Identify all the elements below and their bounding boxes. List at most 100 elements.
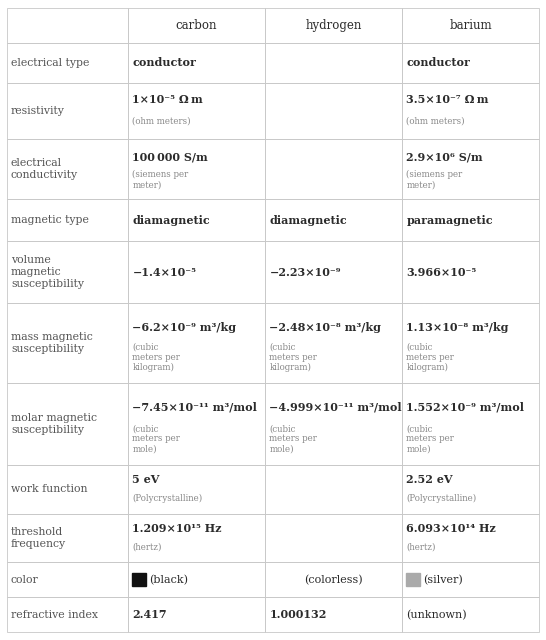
Text: (hertz): (hertz) <box>133 542 162 551</box>
Text: (hertz): (hertz) <box>406 542 436 551</box>
Text: 1.000132: 1.000132 <box>269 609 327 620</box>
Text: diamagnetic: diamagnetic <box>133 214 210 226</box>
Text: (colorless): (colorless) <box>304 575 363 585</box>
Bar <box>128 241 265 303</box>
Text: 3.5×10⁻⁷ Ω m: 3.5×10⁻⁷ Ω m <box>406 94 489 106</box>
Bar <box>402 303 539 383</box>
Text: work function: work function <box>11 484 87 494</box>
Text: 2.9×10⁶ S/m: 2.9×10⁶ S/m <box>406 151 483 163</box>
Text: conductor: conductor <box>133 58 197 68</box>
Bar <box>7 303 128 383</box>
Text: −4.999×10⁻¹¹ m³/mol: −4.999×10⁻¹¹ m³/mol <box>269 402 402 413</box>
Text: threshold
frequency: threshold frequency <box>11 527 66 549</box>
Bar <box>265 465 402 513</box>
Bar <box>7 83 128 138</box>
Bar <box>265 8 402 43</box>
Bar <box>7 513 128 562</box>
Bar <box>265 199 402 241</box>
Text: volume
magnetic
susceptibility: volume magnetic susceptibility <box>11 255 84 289</box>
Bar <box>402 383 539 465</box>
Bar <box>7 199 128 241</box>
Text: conductor: conductor <box>406 58 470 68</box>
Text: (cubic
meters per
mole): (cubic meters per mole) <box>133 424 180 453</box>
Text: 1.552×10⁻⁹ m³/mol: 1.552×10⁻⁹ m³/mol <box>406 402 524 413</box>
Text: magnetic type: magnetic type <box>11 215 89 225</box>
Bar <box>7 8 128 43</box>
Text: (ohm meters): (ohm meters) <box>133 116 191 125</box>
Text: barium: barium <box>449 19 492 32</box>
Bar <box>402 43 539 83</box>
Bar <box>128 83 265 138</box>
Bar <box>265 383 402 465</box>
Text: 1.13×10⁻⁸ m³/kg: 1.13×10⁻⁸ m³/kg <box>406 321 509 333</box>
Bar <box>128 8 265 43</box>
Bar <box>7 562 128 597</box>
Bar <box>265 241 402 303</box>
Text: 3.966×10⁻⁵: 3.966×10⁻⁵ <box>406 267 477 278</box>
Bar <box>265 513 402 562</box>
Bar <box>265 83 402 138</box>
Text: 5 eV: 5 eV <box>133 474 160 485</box>
Bar <box>406 573 420 586</box>
Bar <box>7 241 128 303</box>
Bar <box>265 138 402 199</box>
Text: (siemens per
meter): (siemens per meter) <box>406 170 462 189</box>
Bar <box>7 383 128 465</box>
Text: 6.093×10¹⁴ Hz: 6.093×10¹⁴ Hz <box>406 523 496 534</box>
Bar <box>402 138 539 199</box>
Text: (cubic
meters per
mole): (cubic meters per mole) <box>269 424 317 453</box>
Bar <box>265 597 402 632</box>
Text: (cubic
meters per
mole): (cubic meters per mole) <box>406 424 454 453</box>
Text: −2.48×10⁻⁸ m³/kg: −2.48×10⁻⁸ m³/kg <box>269 321 381 333</box>
Bar <box>128 597 265 632</box>
Text: −7.45×10⁻¹¹ m³/mol: −7.45×10⁻¹¹ m³/mol <box>133 402 257 413</box>
Bar <box>128 513 265 562</box>
Text: paramagnetic: paramagnetic <box>406 214 493 226</box>
Bar <box>7 43 128 83</box>
Text: (siemens per
meter): (siemens per meter) <box>133 170 189 189</box>
Text: 1×10⁻⁵ Ω m: 1×10⁻⁵ Ω m <box>133 94 203 106</box>
Text: 2.52 eV: 2.52 eV <box>406 474 453 485</box>
Text: (unknown): (unknown) <box>406 610 467 620</box>
Bar <box>128 303 265 383</box>
Bar <box>402 513 539 562</box>
Text: (silver): (silver) <box>423 575 462 585</box>
Text: (cubic
meters per
kilogram): (cubic meters per kilogram) <box>133 342 180 372</box>
Bar <box>402 83 539 138</box>
Bar <box>128 383 265 465</box>
Text: −6.2×10⁻⁹ m³/kg: −6.2×10⁻⁹ m³/kg <box>133 321 236 333</box>
Text: 1.209×10¹⁵ Hz: 1.209×10¹⁵ Hz <box>133 523 222 534</box>
Text: mass magnetic
susceptibility: mass magnetic susceptibility <box>11 332 93 354</box>
Bar <box>402 562 539 597</box>
Bar <box>128 199 265 241</box>
Text: −2.23×10⁻⁹: −2.23×10⁻⁹ <box>269 267 341 278</box>
Text: electrical
conductivity: electrical conductivity <box>11 158 78 180</box>
Bar <box>265 562 402 597</box>
Bar <box>402 199 539 241</box>
Bar <box>7 597 128 632</box>
Text: carbon: carbon <box>176 19 217 32</box>
Bar <box>7 138 128 199</box>
Bar <box>265 43 402 83</box>
Bar <box>402 8 539 43</box>
Text: refractive index: refractive index <box>11 610 98 620</box>
Text: (Polycrystalline): (Polycrystalline) <box>406 493 477 502</box>
Text: diamagnetic: diamagnetic <box>269 214 347 226</box>
Text: 100 000 S/m: 100 000 S/m <box>133 151 208 163</box>
Bar <box>402 465 539 513</box>
Bar <box>133 573 146 586</box>
Text: (cubic
meters per
kilogram): (cubic meters per kilogram) <box>269 342 317 372</box>
Text: −1.4×10⁻⁵: −1.4×10⁻⁵ <box>133 267 197 278</box>
Bar <box>128 562 265 597</box>
Text: color: color <box>11 575 39 585</box>
Text: (black): (black) <box>149 575 188 585</box>
Text: electrical type: electrical type <box>11 58 90 68</box>
Text: hydrogen: hydrogen <box>305 19 361 32</box>
Text: resistivity: resistivity <box>11 106 65 116</box>
Text: (Polycrystalline): (Polycrystalline) <box>133 493 203 502</box>
Text: (cubic
meters per
kilogram): (cubic meters per kilogram) <box>406 342 454 372</box>
Text: 2.417: 2.417 <box>133 609 167 620</box>
Bar <box>128 138 265 199</box>
Bar <box>265 303 402 383</box>
Bar <box>7 465 128 513</box>
